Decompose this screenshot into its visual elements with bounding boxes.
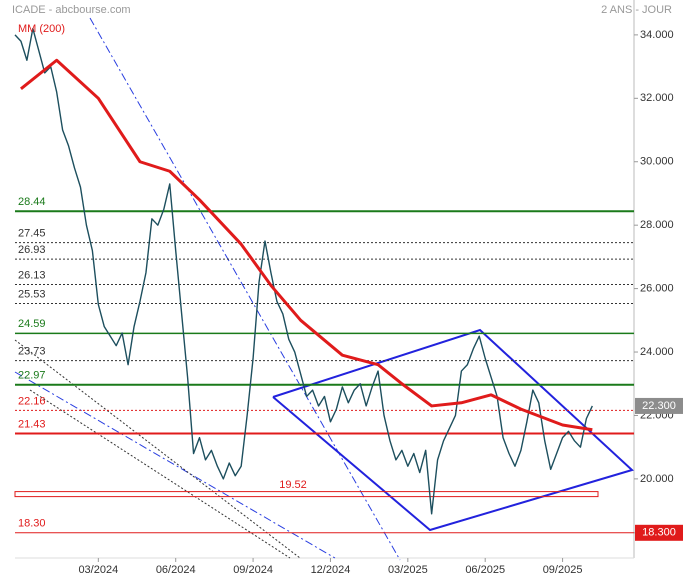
level-label: 21.43 (18, 418, 46, 430)
y-tick-label: 28.000 (640, 219, 674, 231)
y-tick-label: 26.000 (640, 283, 674, 295)
level-label: 24.59 (18, 318, 46, 330)
trendline (14, 339, 301, 559)
last-price-badge-label: 22.300 (642, 400, 676, 412)
level-label: 25.53 (18, 288, 46, 300)
series-line (20, 58, 593, 432)
level-label: 22.97 (18, 370, 46, 382)
level-label: 26.13 (18, 269, 46, 281)
y-tick-label: 24.000 (640, 346, 674, 358)
trendline (14, 371, 336, 559)
x-tick-label: 06/2025 (465, 564, 505, 576)
chart-subtitle: 2 ANS - JOUR (601, 4, 672, 16)
level-label: 27.45 (18, 228, 46, 240)
x-tick-label: 06/2024 (156, 564, 196, 576)
level-label: 23.73 (18, 345, 46, 357)
support-badge-label: 18.300 (642, 527, 676, 539)
x-tick-label: 03/2025 (388, 564, 428, 576)
support-badge (635, 524, 683, 541)
zone (14, 491, 599, 498)
series-line (14, 27, 593, 515)
level-label: 22.16 (18, 395, 46, 407)
trendline (29, 389, 291, 559)
x-tick-label: 03/2024 (78, 564, 118, 576)
chart-title: ICADE - abcbourse.com (12, 4, 131, 16)
x-tick-label: 09/2024 (233, 564, 273, 576)
y-tick-label: 34.000 (640, 29, 674, 41)
y-tick-label: 20.000 (640, 473, 674, 485)
y-tick-label: 30.000 (640, 156, 674, 168)
trendlines (14, 17, 634, 561)
legend-label: MM (200) (18, 23, 65, 35)
channel (272, 328, 634, 532)
level-label: 28.44 (18, 196, 46, 208)
zone-label: 19.52 (279, 479, 307, 491)
x-tick-label: 09/2025 (543, 564, 583, 576)
y-tick-label: 32.000 (640, 92, 674, 104)
x-tick-label: 12/2024 (311, 564, 351, 576)
last-price-badge (635, 397, 683, 414)
trendline (89, 17, 401, 561)
level-label: 26.93 (18, 244, 46, 256)
level-label: 18.30 (18, 518, 46, 530)
